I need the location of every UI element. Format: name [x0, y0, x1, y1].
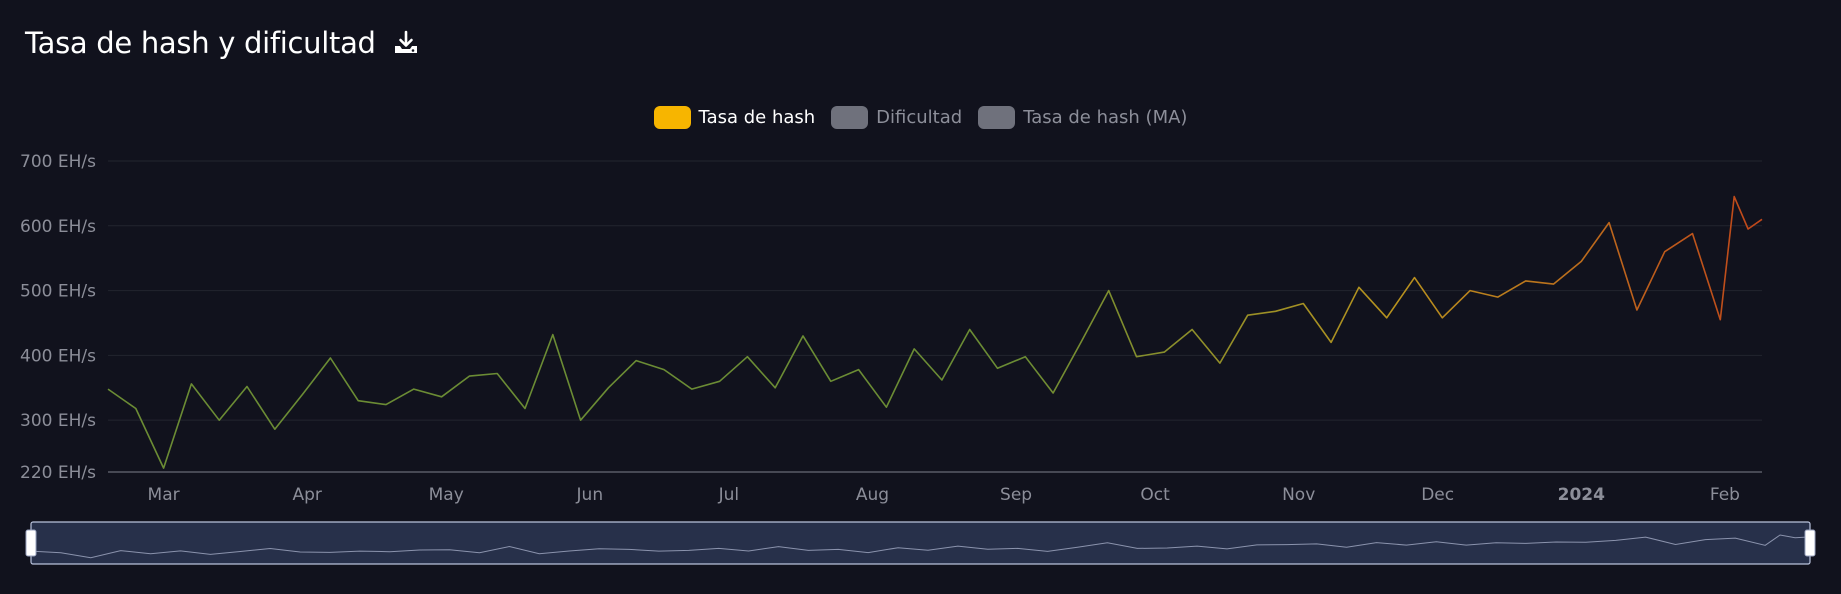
- zoom-handle-left[interactable]: [25, 529, 37, 557]
- series: [107, 195, 1763, 469]
- chart-header: Tasa de hash y dificultad: [25, 26, 420, 60]
- chart-title: Tasa de hash y dificultad: [25, 26, 376, 60]
- x-tick-label: Oct: [1140, 485, 1170, 505]
- x-axis: Mar Apr May Jun Jul Aug Sep Oct Nov Dec 2024 Feb: [148, 485, 1740, 505]
- legend-item-tasa-de-hash[interactable]: Tasa de hash: [653, 106, 816, 129]
- legend-item-dificultad[interactable]: Dificultad: [831, 106, 962, 129]
- x-tick-label: Mar: [148, 485, 180, 505]
- legend-swatch: [831, 106, 869, 129]
- zoom-slider[interactable]: [25, 521, 1816, 565]
- grid: [108, 160, 1762, 473]
- x-tick-label: May: [429, 485, 464, 505]
- x-tick-label: Sep: [1000, 485, 1032, 505]
- y-tick-label: 700 EH/s: [20, 152, 96, 172]
- x-tick-label: Nov: [1282, 485, 1315, 505]
- y-tick-label: 400 EH/s: [20, 346, 96, 366]
- y-tick-label: 220 EH/s: [20, 463, 96, 483]
- legend-swatch: [978, 106, 1016, 129]
- y-tick-label: 300 EH/s: [20, 411, 96, 431]
- x-tick-label: Dec: [1421, 485, 1454, 505]
- legend-swatch: [653, 106, 691, 129]
- zoom-handle-right[interactable]: [1804, 529, 1816, 557]
- y-tick-label: 600 EH/s: [20, 217, 96, 237]
- x-tick-label: Jun: [576, 485, 604, 505]
- y-tick-label: 500 EH/s: [20, 282, 96, 302]
- legend-item-tasa-de-hash-ma[interactable]: Tasa de hash (MA): [978, 106, 1187, 129]
- y-axis: 220 EH/s 300 EH/s 400 EH/s 500 EH/s 600 EH/s…: [20, 152, 96, 483]
- legend-label: Dificultad: [876, 107, 963, 128]
- chart-legend: Tasa de hash Dificultad Tasa de hash (MA…: [0, 106, 1841, 129]
- x-tick-label: Feb: [1710, 485, 1740, 505]
- x-tick-label: 2024: [1558, 485, 1605, 505]
- legend-label: Tasa de hash: [698, 107, 816, 128]
- x-tick-label: Aug: [856, 485, 889, 505]
- legend-label: Tasa de hash (MA): [1023, 107, 1188, 128]
- series-line-tasa-de-hash: [107, 195, 1763, 469]
- x-tick-label: Jul: [718, 485, 740, 505]
- download-icon[interactable]: [392, 29, 420, 57]
- zoom-preview-line: [30, 534, 1811, 559]
- x-tick-label: Apr: [293, 485, 322, 505]
